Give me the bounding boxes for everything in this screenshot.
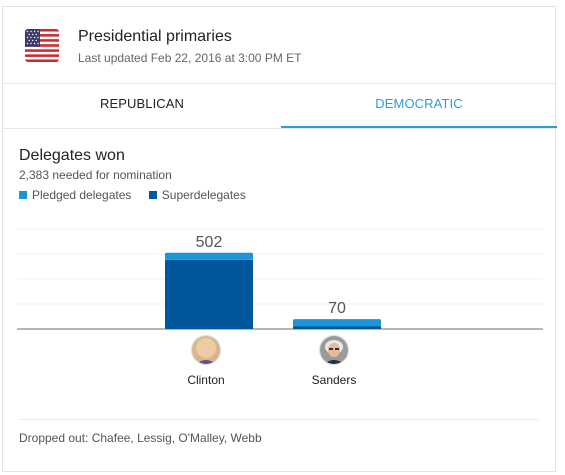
divider <box>19 419 539 420</box>
bar-pledged-clinton[interactable] <box>165 252 253 260</box>
primaries-card: Presidential primaries Last updated Feb … <box>2 6 557 472</box>
tab-democratic[interactable]: DEMOCRATIC <box>281 84 557 128</box>
bar-superdelegates-clinton[interactable] <box>165 259 253 329</box>
clinton-avatar <box>191 335 221 365</box>
bar-superdelegates-sanders[interactable] <box>293 326 381 329</box>
dropped-out-text: Dropped out: Chafee, Lessig, O'Malley, W… <box>19 431 262 445</box>
delegates-chart: 502 70 <box>17 228 543 330</box>
us-flag-icon <box>25 29 59 62</box>
candidate-name: Sanders <box>311 373 357 387</box>
candidate-name: Clinton <box>187 373 225 387</box>
last-updated-text: Last updated Feb 22, 2016 at 3:00 PM ET <box>78 51 302 65</box>
bar-total-label: 70 <box>328 300 346 317</box>
chart-legend: Pledged delegates Superdelegates <box>19 188 260 202</box>
candidate-sanders[interactable]: Sanders <box>284 335 384 387</box>
legend-item-pledged: Pledged delegates <box>19 188 131 202</box>
card-title: Presidential primaries <box>78 28 232 45</box>
bar-pledged-sanders[interactable] <box>293 319 381 327</box>
legend-label-pledged: Pledged delegates <box>32 188 132 202</box>
card-header: Presidential primaries Last updated Feb … <box>3 7 555 84</box>
party-tabs: REPUBLICAN DEMOCRATIC <box>3 84 557 129</box>
tab-republican[interactable]: REPUBLICAN <box>99 96 185 111</box>
section-title: Delegates won <box>19 147 125 164</box>
sanders-avatar <box>319 335 349 365</box>
bar-total-label: 502 <box>196 234 223 251</box>
legend-label-super: Superdelegates <box>161 188 246 202</box>
legend-swatch-pledged <box>19 191 27 199</box>
legend-swatch-super <box>148 191 157 199</box>
section-subtitle: 2,383 needed for nomination <box>19 168 172 182</box>
candidate-clinton[interactable]: Clinton <box>156 335 256 387</box>
legend-item-super: Superdelegates <box>148 188 246 202</box>
